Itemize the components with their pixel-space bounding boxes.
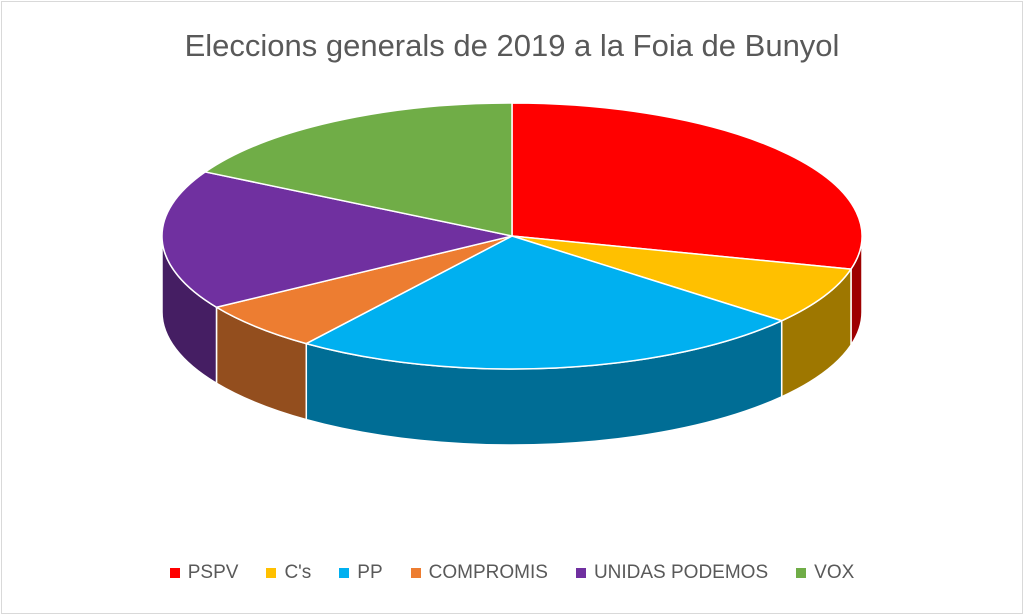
legend-item-unidas-podemos: UNIDAS PODEMOS (575, 562, 769, 584)
pie-slice-pp (305, 235, 783, 370)
legend-label: PP (357, 562, 383, 583)
legend-item-c-s: C's (266, 562, 311, 584)
pie-slice-vox (204, 102, 513, 237)
chart-legend: PSPV C's PP COMPROMIS UNIDAS PODEMOS VOX (2, 562, 1022, 584)
legend-item-pspv: PSPV (169, 562, 239, 584)
pie-slice-compromis (215, 235, 513, 345)
chart-title: Eleccions generals de 2019 a la Foia de … (184, 28, 840, 63)
legend-swatch (339, 568, 350, 578)
legend-swatch (169, 568, 180, 578)
legend-label: UNIDAS PODEMOS (593, 562, 769, 583)
legend-item-vox: VOX (796, 562, 854, 584)
legend-swatch (410, 568, 421, 578)
legend-item-pp: PP (339, 562, 383, 584)
pie-slice-c-s (511, 235, 852, 322)
pie-slice-pspv (511, 102, 863, 270)
legend-swatch (796, 568, 807, 578)
legend-swatch (266, 568, 277, 578)
legend-label: C's (284, 562, 312, 583)
legend-label: COMPROMIS (428, 562, 548, 583)
legend-label: PSPV (187, 562, 239, 583)
legend-item-compromis: COMPROMIS (410, 562, 548, 584)
pie-slice-unidas-podemos (161, 171, 513, 309)
legend-label: VOX (814, 562, 855, 583)
legend-swatch (575, 568, 586, 578)
